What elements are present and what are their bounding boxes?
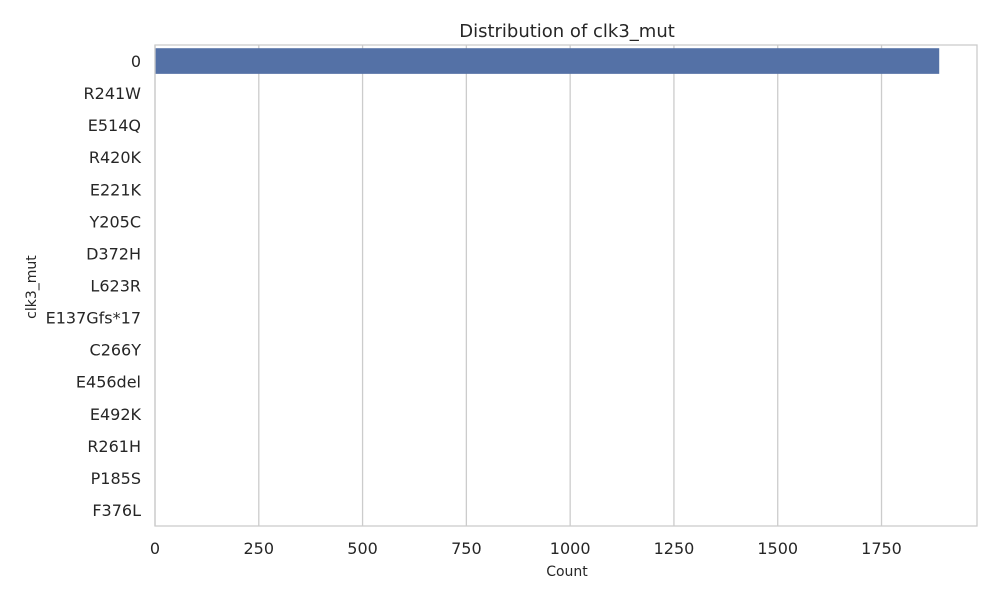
x-tick-label: 1000	[550, 539, 591, 558]
y-tick-label: R420K	[89, 148, 142, 167]
y-tick-label: E456del	[76, 373, 141, 392]
x-tick-label: 500	[347, 539, 378, 558]
x-tick-label: 1500	[757, 539, 798, 558]
bar	[155, 48, 940, 74]
grid-lines	[154, 45, 883, 526]
x-tick-labels: 0 250 500 750 1000 1250 1500 1750	[150, 539, 902, 558]
y-tick-label: Y205C	[89, 212, 141, 231]
y-tick-labels: 0 R241W E514Q R420K E221K Y205C D372H L623R E137…	[46, 52, 142, 520]
plot-frame	[154, 44, 978, 527]
y-tick-label: D372H	[86, 244, 141, 263]
y-tick-label: L623R	[90, 277, 141, 296]
y-tick-label: F376L	[92, 501, 141, 520]
y-tick-label: P185S	[91, 469, 141, 488]
y-tick-label: E514Q	[88, 116, 141, 135]
chart-title: Distribution of clk3_mut	[459, 21, 675, 42]
y-tick-label: R241W	[84, 84, 142, 103]
y-tick-label: E492K	[90, 405, 142, 424]
x-tick-label: 1750	[861, 539, 902, 558]
x-tick-label: 250	[244, 539, 275, 558]
y-tick-label: E221K	[90, 180, 142, 199]
y-tick-label: E137Gfs*17	[46, 309, 141, 328]
x-tick-label: 0	[150, 539, 160, 558]
x-tick-label: 750	[451, 539, 482, 558]
y-axis-label: clk3_mut	[24, 255, 40, 319]
bars	[155, 48, 940, 523]
y-tick-label: 0	[131, 52, 141, 71]
x-axis-label: Count	[546, 564, 588, 580]
y-tick-label: C266Y	[90, 341, 142, 360]
y-tick-label: R261H	[87, 437, 141, 456]
x-tick-label: 1250	[654, 539, 695, 558]
